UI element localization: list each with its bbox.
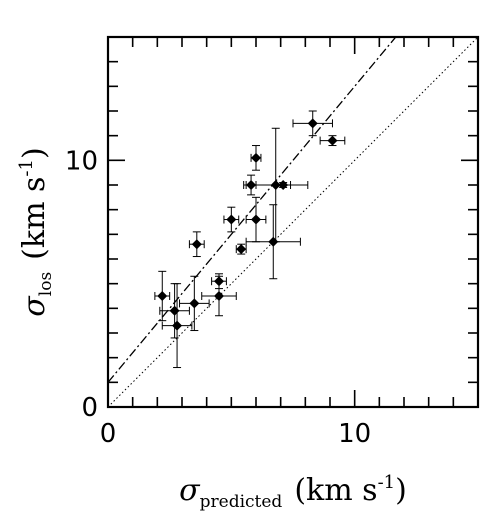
x-axis-symbol: σ bbox=[179, 473, 201, 508]
data-point bbox=[292, 110, 333, 137]
point-marker bbox=[157, 291, 168, 301]
x-axis-units-exponent: -1 bbox=[378, 472, 396, 493]
y-tick-label: 0 bbox=[81, 393, 98, 423]
data-point bbox=[250, 145, 262, 171]
point-marker bbox=[214, 291, 224, 301]
one-to-one-line bbox=[108, 37, 478, 407]
point-marker bbox=[172, 320, 183, 331]
y-axis-subscript: los bbox=[36, 272, 56, 296]
x-axis-subscript: predicted bbox=[200, 492, 283, 512]
data-point bbox=[275, 180, 292, 190]
data-points bbox=[154, 110, 346, 369]
point-marker bbox=[169, 305, 180, 316]
data-point bbox=[188, 231, 205, 258]
x-tick-label: 10 bbox=[338, 419, 371, 449]
y-tick-label: 10 bbox=[65, 146, 98, 176]
point-marker bbox=[251, 214, 261, 225]
data-point bbox=[179, 275, 210, 332]
tick-labels: 0 10 0 10 bbox=[65, 146, 371, 449]
data-point bbox=[201, 275, 237, 317]
point-marker bbox=[189, 298, 200, 309]
data-point bbox=[154, 270, 171, 322]
y-axis-units-close: ) bbox=[17, 147, 52, 159]
x-tick-label: 0 bbox=[100, 419, 117, 449]
axis-ticks bbox=[108, 37, 478, 407]
fit-line bbox=[108, 37, 397, 383]
point-marker bbox=[236, 244, 247, 255]
y-axis-label: σlos (km s-1) bbox=[16, 147, 56, 316]
point-marker bbox=[327, 135, 338, 146]
x-axis-label: σpredicted (km s-1) bbox=[179, 472, 407, 512]
reference-lines bbox=[108, 37, 478, 407]
x-axis-units-close: ) bbox=[395, 473, 407, 508]
plot-frame bbox=[106, 35, 480, 409]
y-axis-units: (km s bbox=[17, 177, 52, 260]
data-point bbox=[245, 196, 267, 243]
point-marker bbox=[226, 214, 237, 225]
point-marker bbox=[278, 180, 289, 190]
y-axis-symbol: σ bbox=[17, 295, 52, 317]
data-point bbox=[235, 243, 247, 255]
data-point bbox=[223, 206, 240, 233]
y-axis-units-exponent: -1 bbox=[16, 159, 37, 177]
point-marker bbox=[307, 118, 318, 129]
point-marker bbox=[251, 152, 261, 163]
data-point bbox=[319, 135, 346, 147]
point-marker bbox=[191, 239, 202, 250]
x-axis-units: (km s bbox=[294, 473, 377, 508]
data-point bbox=[159, 283, 190, 339]
